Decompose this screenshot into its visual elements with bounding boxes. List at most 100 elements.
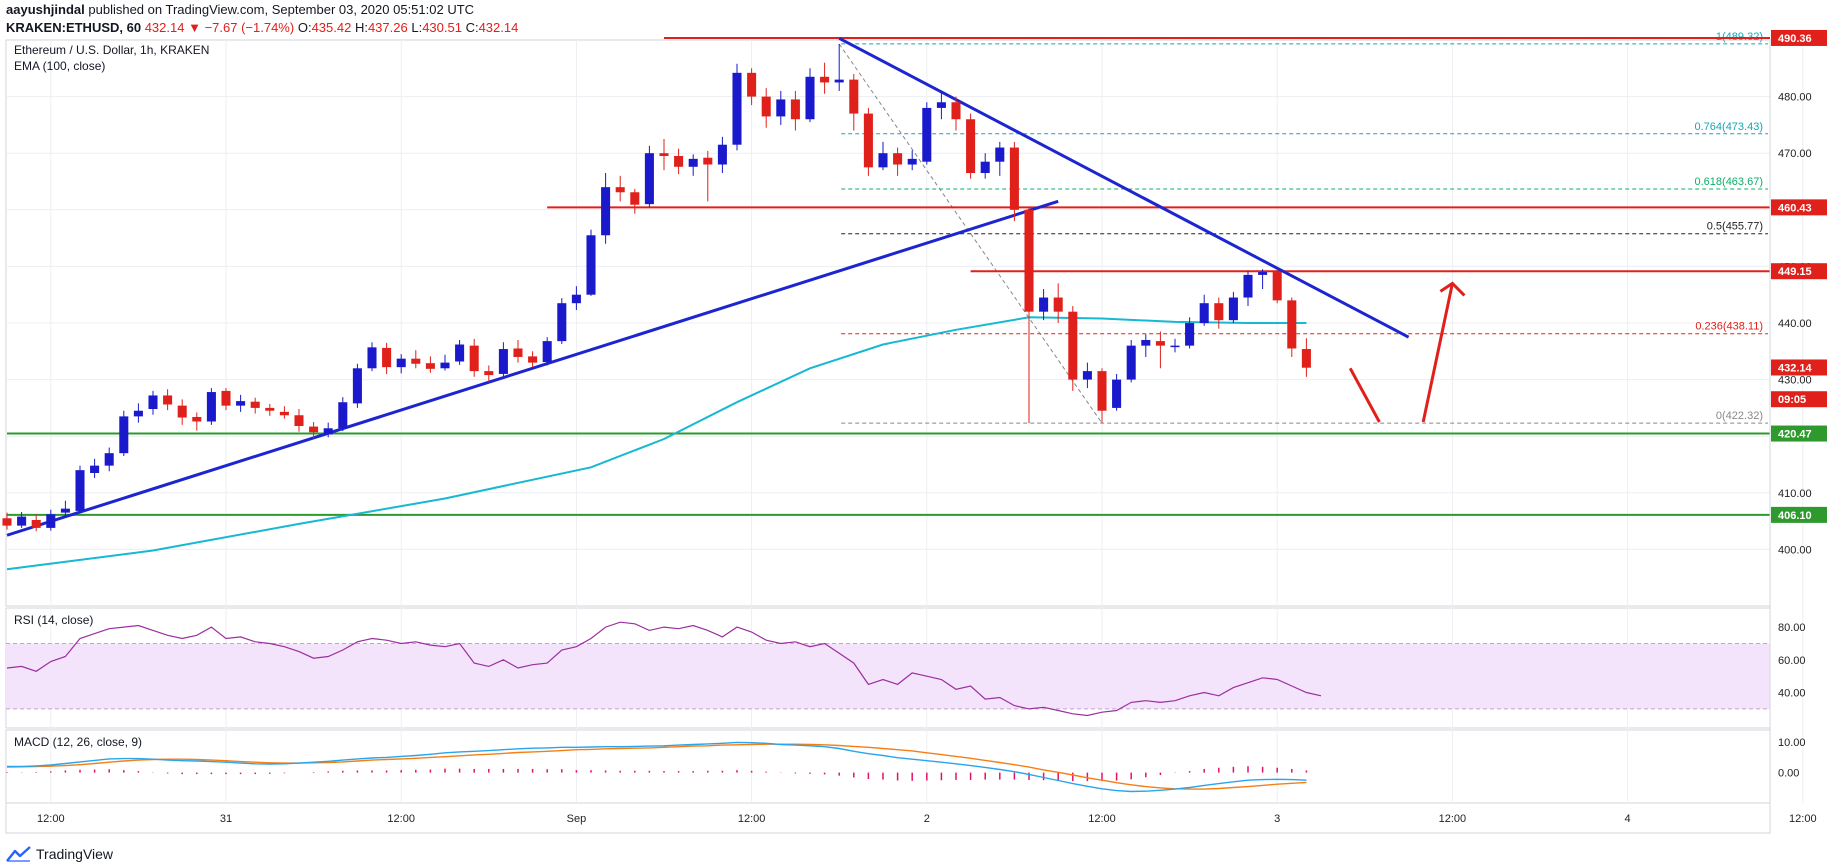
candle-body [46,514,56,528]
trendline [838,36,1410,339]
candle-body [1243,274,1253,298]
publish-info: aayushjindal published on TradingView.co… [6,2,474,17]
time-axis [5,802,1771,834]
candle-body [484,371,494,376]
candle-body [1214,303,1224,321]
candle-body [1199,303,1209,323]
candle-body [382,347,392,368]
candle-body [1155,341,1165,346]
author-name[interactable]: aayushjindal [6,2,85,17]
projection-arrowhead [1439,281,1466,297]
candle-body [528,356,538,363]
high-value: 437.26 [367,20,408,35]
rsi-tick-label: 60.00 [1778,655,1806,667]
candle-body [133,410,143,417]
candle-body [863,113,873,168]
open-value: 435.42 [311,20,352,35]
candle-body [192,416,202,422]
candle-body [148,395,158,410]
candle-body [1126,345,1136,380]
candle-body [717,144,727,165]
candle-body [820,76,830,83]
price-tick-label: 410.00 [1778,488,1812,500]
candle-body [265,407,275,411]
price-chart[interactable]: 12:003112:00Sep12:00212:00312:00412:0054… [0,0,1828,842]
last-price-tag [1771,359,1827,376]
price-tick-label: 430.00 [1778,375,1812,387]
candle-body [644,153,654,205]
candle-body [907,158,917,165]
candle-body [498,349,508,374]
candle-body [630,192,640,205]
time-tick-label: 12:00 [738,813,766,825]
candle-body [177,405,187,418]
resistance-price-tag [1771,29,1827,46]
candle-body [31,519,41,528]
candle-body [279,411,289,416]
candle-body [1272,272,1282,301]
candle-body [367,347,377,369]
candle-body [951,102,961,120]
time-tick-label: 12:00 [1789,813,1817,825]
price-tick-label: 480.00 [1778,92,1812,104]
fib-level-label: 1(489.32) [1716,31,1763,43]
last-price-tag [1771,391,1827,408]
candle-body [805,76,815,120]
candle-body [1287,300,1297,349]
candle-body [90,465,100,473]
resistance-price-tag [1771,263,1827,280]
candle-body [104,453,114,466]
price-tick-label: 440.00 [1778,318,1812,330]
candle-body [747,72,757,97]
resistance-price-label: 460.43 [1778,202,1812,214]
candle-body [396,358,406,368]
macd-signal-line [6,743,1307,790]
footer-brand[interactable]: TradingView [36,846,114,862]
candle-body [309,426,319,433]
candle-body [1170,345,1180,348]
symbol-label: KRAKEN:ETHUSD, 60 [6,20,142,35]
time-tick-label: 12:00 [1088,813,1116,825]
rsi-band [6,643,1770,709]
candle-body [1097,371,1107,411]
candle-body [1053,297,1063,312]
open-label: O: [297,20,312,35]
candle-body [922,107,932,162]
candle-body [250,401,260,408]
candle-body [1185,323,1195,346]
fib-level-label: 0.5(455.77) [1707,221,1763,233]
candle-body [936,102,946,108]
candle-body [1068,311,1078,380]
candle-body [586,235,596,295]
low-label: L: [411,20,423,35]
candle-body [221,390,231,406]
resistance-price-label: 490.36 [1778,33,1812,45]
candle-body [1039,297,1049,312]
time-tick-label: 12:00 [387,813,415,825]
candle-body [980,161,990,174]
time-tick-label: 4 [1625,813,1631,825]
macd-pane [5,729,1771,804]
ema-line [6,316,1307,571]
price-change: ▼ −7.67 (−1.74%) [188,20,295,35]
candle-body [1024,209,1034,312]
low-value: 430.51 [422,20,462,35]
candle-body [119,416,129,454]
candle-body [688,158,698,167]
published-text: published on TradingView.com, September … [88,2,475,17]
time-tick-label: 2 [924,813,930,825]
candle-body [615,187,625,193]
support-price-label: 406.10 [1778,510,1812,522]
rsi-tick-label: 40.00 [1778,688,1806,700]
candle-body [1141,339,1151,346]
candle-body [542,341,552,363]
candle-body [849,79,859,114]
chart-title: Ethereum / U.S. Dollar, 1h, KRAKEN [14,43,209,57]
candle-body [469,345,479,372]
candle-body [513,348,523,357]
time-tick-label: 3 [1274,813,1280,825]
tradingview-logo-icon[interactable] [6,845,32,863]
projection-arrow-down [1348,367,1381,423]
candle-body [571,294,581,304]
resistance-price-tag [1771,199,1827,216]
